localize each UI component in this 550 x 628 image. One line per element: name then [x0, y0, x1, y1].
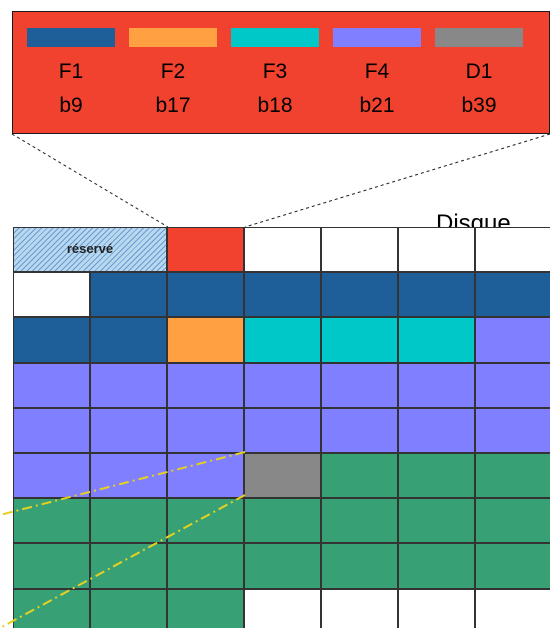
disk-block-data — [321, 543, 398, 589]
disk-block-data — [475, 543, 550, 589]
reserved-block: réservé — [13, 227, 167, 273]
disk-block-f1 — [321, 272, 398, 318]
disk-block-data — [244, 498, 321, 544]
legend-swatch-d1 — [435, 28, 523, 47]
disk-block-data — [398, 453, 475, 499]
disk-block-data — [90, 498, 167, 544]
disk-block-f4 — [475, 362, 550, 408]
disk-block-f1 — [13, 317, 90, 363]
disk-block-data — [475, 498, 550, 544]
disk-block-data — [475, 453, 550, 499]
disk-block-f4 — [90, 407, 167, 453]
disk-block-f1 — [475, 272, 550, 318]
disk-block-f4 — [13, 453, 90, 499]
disk-block-data — [167, 588, 244, 628]
disk-block-f1 — [90, 272, 167, 318]
disk-block-f4 — [398, 362, 475, 408]
legend-block-f2: b17 — [155, 94, 191, 117]
disk-block-f4 — [167, 362, 244, 408]
disk-block-free — [244, 588, 321, 628]
index-block-legend: F1 b9 F2 b17 F3 b18 F4 b21 D1 b39 — [12, 11, 550, 134]
disk-block-f4 — [90, 362, 167, 408]
disk-block-data — [90, 543, 167, 589]
legend-swatch-f1 — [27, 28, 115, 47]
disk-block-d1 — [244, 453, 321, 499]
disk-block-f4 — [13, 362, 90, 408]
disk-block-f4 — [244, 407, 321, 453]
disk-block-f2 — [167, 317, 244, 363]
legend-block-f1: b9 — [59, 94, 83, 117]
disk-block-data — [13, 543, 90, 589]
disk-block-f4 — [13, 407, 90, 453]
legend-label-f1: F1 — [58, 60, 84, 83]
legend-block-d1: b39 — [461, 94, 497, 117]
legend-entry-f1: F1 b9 — [23, 12, 119, 133]
disk-block-f4 — [321, 362, 398, 408]
disk-block-data — [398, 498, 475, 544]
disk-block-f4 — [475, 317, 550, 363]
disk-block-f1 — [244, 272, 321, 318]
disk-block-data — [13, 588, 90, 628]
legend-block-f3: b18 — [257, 94, 293, 117]
disk-block-data — [244, 543, 321, 589]
disk-block-f4 — [398, 407, 475, 453]
disk-block-free — [321, 588, 398, 628]
disk-block-f1 — [167, 272, 244, 318]
zoom-line-left — [11, 133, 169, 228]
disk-block-data — [167, 498, 244, 544]
disk-block-f3 — [244, 317, 321, 363]
disk-block-data — [398, 543, 475, 589]
legend-entry-f2: F2 b17 — [125, 12, 221, 133]
legend-entry-f4: F4 b21 — [329, 12, 425, 133]
disk-block-f1 — [398, 272, 475, 318]
reserved-label: réservé — [66, 241, 114, 256]
disk-block-data — [321, 498, 398, 544]
disk-block-f4 — [167, 453, 244, 499]
disk-block-free — [475, 227, 550, 273]
disk-block-f1 — [90, 317, 167, 363]
legend-label-f4: F4 — [364, 60, 390, 83]
legend-swatch-f4 — [333, 28, 421, 47]
disk-block-f3 — [398, 317, 475, 363]
disk-block-free — [321, 227, 398, 273]
legend-label-f2: F2 — [160, 60, 186, 83]
legend-entry-f3: F3 b18 — [227, 12, 323, 133]
disk-block-f4 — [167, 407, 244, 453]
disk-block-free — [475, 588, 550, 628]
disk-block-free — [13, 272, 90, 318]
disk-block-data — [167, 543, 244, 589]
legend-entry-d1: D1 b39 — [431, 12, 527, 133]
disk-block-free — [244, 227, 321, 273]
disk-block-free — [398, 588, 475, 628]
disk-block-data — [321, 453, 398, 499]
disk-block-f4 — [321, 407, 398, 453]
disk-block-f4 — [475, 407, 550, 453]
disk-block-grid: réservé — [12, 227, 550, 628]
disk-block-free — [398, 227, 475, 273]
legend-swatch-f3 — [231, 28, 319, 47]
legend-label-f3: F3 — [262, 60, 288, 83]
disk-block-index — [167, 227, 244, 273]
legend-swatch-f2 — [129, 28, 217, 47]
disk-block-data — [13, 498, 90, 544]
legend-label-d1: D1 — [465, 60, 493, 83]
disk-block-f4 — [90, 453, 167, 499]
disk-block-f3 — [321, 317, 398, 363]
disk-block-f4 — [244, 362, 321, 408]
legend-block-f4: b21 — [359, 94, 395, 117]
disk-block-data — [90, 588, 167, 628]
